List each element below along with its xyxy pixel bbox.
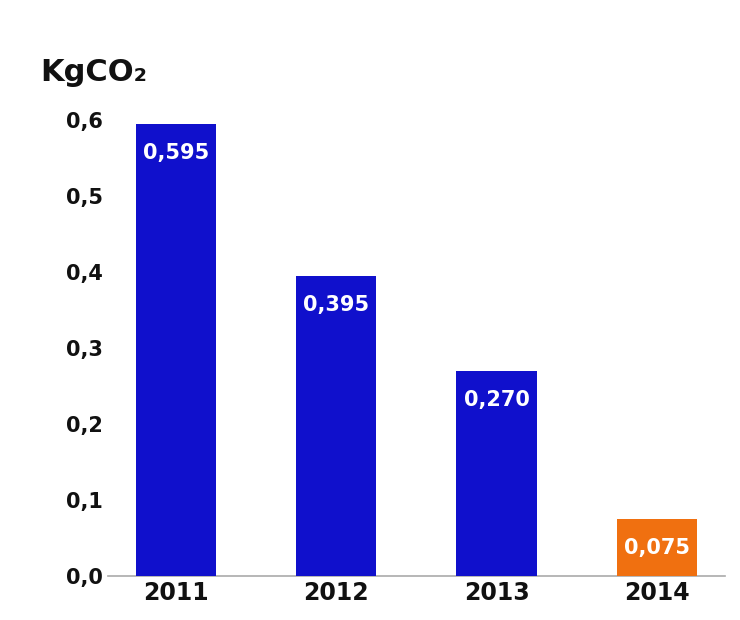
Text: KgCO₂: KgCO₂ <box>40 58 147 87</box>
Bar <box>296 276 376 576</box>
Bar <box>457 371 536 576</box>
Text: 0,595: 0,595 <box>143 143 209 163</box>
Bar <box>135 124 216 576</box>
Text: 0,075: 0,075 <box>624 538 690 558</box>
Bar <box>616 519 697 576</box>
Text: 0,395: 0,395 <box>303 295 369 315</box>
Text: 0,270: 0,270 <box>463 390 529 410</box>
